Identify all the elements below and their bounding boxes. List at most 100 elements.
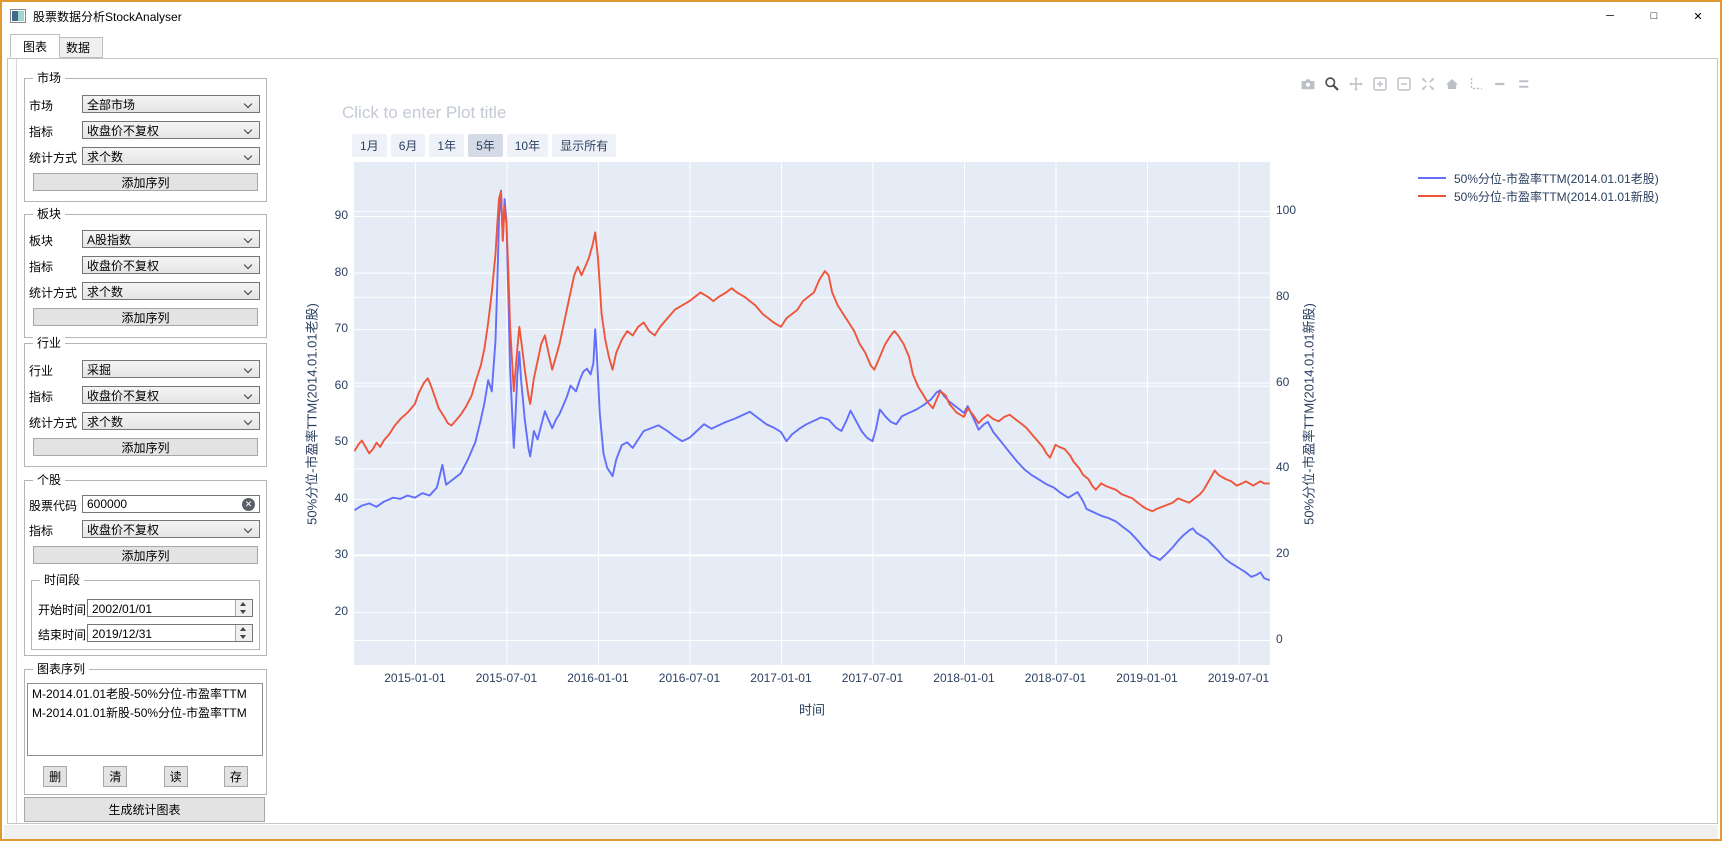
hover-compare-icon[interactable] <box>1515 75 1532 92</box>
sector-groupbox: 板块 板块 A股指数 指标 收盘价不复权 统计方式 求个数 添加序列 <box>24 207 267 338</box>
left-y-tick-label: 70 <box>334 321 348 336</box>
range-button-6month[interactable]: 6月 <box>390 134 426 157</box>
chevron-down-icon <box>244 287 253 296</box>
stock-add-series-button[interactable]: 添加序列 <box>33 546 258 564</box>
x-axis-title: 时间 <box>798 702 826 718</box>
generate-chart-button[interactable]: 生成统计图表 <box>24 797 265 822</box>
series-listbox[interactable]: M-2014.01.01老股-50%分位-市盈率TTM M-2014.01.01… <box>27 683 263 756</box>
plotly-modebar <box>1299 75 1532 92</box>
time-range-groupbox: 时间段 开始时间 2002/01/01 结束时间 2019/12/31 <box>31 573 260 650</box>
range-button-1month[interactable]: 1月 <box>352 134 387 157</box>
range-button-show-all[interactable]: 显示所有 <box>552 134 617 157</box>
read-series-button[interactable]: 读 <box>163 766 188 787</box>
market-label: 市场 <box>29 99 54 113</box>
plot-area[interactable] <box>354 162 1270 665</box>
sidebar-frame-line <box>16 59 17 823</box>
spin-up-icon[interactable] <box>236 625 252 633</box>
plot-title-placeholder[interactable]: Click to enter Plot title <box>342 103 507 122</box>
footer-strip <box>4 825 1718 839</box>
list-item[interactable]: M-2014.01.01老股-50%分位-市盈率TTM <box>32 687 247 701</box>
industry-add-series-button[interactable]: 添加序列 <box>33 438 258 456</box>
market-groupbox: 市场 市场 全部市场 指标 收盘价不复权 统计方式 求个数 添加序列 <box>24 71 267 202</box>
chevron-down-icon <box>244 391 253 400</box>
clear-icon[interactable]: ✕ <box>242 497 255 511</box>
series-list-groupbox: 图表序列 M-2014.01.01老股-50%分位-市盈率TTM M-2014.… <box>24 662 267 795</box>
spin-up-icon[interactable] <box>236 600 252 608</box>
maximize-button[interactable]: □ <box>1632 2 1676 30</box>
range-button-10year[interactable]: 10年 <box>506 134 549 157</box>
save-series-button[interactable]: 存 <box>223 766 248 787</box>
sector-indicator-select[interactable]: 收盘价不复权 <box>82 256 260 274</box>
zoom-icon[interactable] <box>1323 75 1340 92</box>
market-indicator-value: 收盘价不复权 <box>87 123 160 138</box>
stock-group-title: 个股 <box>33 473 66 487</box>
plot-legend: 50%分位-市盈率TTM(2014.01.01老股) 50%分位-市盈率TTM(… <box>1418 169 1659 205</box>
market-stat-select[interactable]: 求个数 <box>82 147 260 165</box>
app-icon <box>10 9 26 23</box>
right-y-tick-label: 60 <box>1276 374 1290 389</box>
spin-down-icon[interactable] <box>236 608 252 616</box>
chevron-down-icon <box>244 126 253 135</box>
legend-line-sample <box>1418 177 1446 179</box>
reset-axes-icon[interactable] <box>1443 75 1460 92</box>
delete-series-button[interactable]: 删 <box>43 766 68 787</box>
x-tick-label: 2016-01-01 <box>567 671 629 685</box>
hover-closest-icon[interactable] <box>1491 75 1508 92</box>
series-list-buttons: 删 清 读 存 <box>25 766 266 787</box>
zoom-in-icon[interactable] <box>1371 75 1388 92</box>
chevron-down-icon <box>244 525 253 534</box>
chevron-down-icon <box>244 152 253 161</box>
sector-add-series-button[interactable]: 添加序列 <box>33 308 258 326</box>
camera-icon[interactable] <box>1299 75 1316 92</box>
sector-select[interactable]: A股指数 <box>82 230 260 248</box>
chevron-down-icon <box>244 417 253 426</box>
tab-data[interactable]: 数据 <box>53 37 104 58</box>
window-title: 股票数据分析StockAnalyser <box>33 9 182 24</box>
list-item[interactable]: M-2014.01.01新股-50%分位-市盈率TTM <box>32 706 247 720</box>
industry-stat-select[interactable]: 求个数 <box>82 412 260 430</box>
close-button[interactable]: ✕ <box>1676 2 1720 30</box>
start-date-spinbox[interactable]: 2002/01/01 <box>87 599 253 617</box>
market-stat-value: 求个数 <box>87 149 124 164</box>
left-y-tick-label: 90 <box>334 208 348 223</box>
autoscale-icon[interactable] <box>1419 75 1436 92</box>
x-tick-label: 2016-07-01 <box>658 671 721 685</box>
range-button-5year[interactable]: 5年 <box>468 134 503 157</box>
indicator-label: 指标 <box>29 260 54 274</box>
spin-down-icon[interactable] <box>236 633 252 641</box>
right-y-tick-label: 40 <box>1276 460 1290 475</box>
legend-entry[interactable]: 50%分位-市盈率TTM(2014.01.01新股) <box>1418 187 1659 205</box>
stat-method-label: 统计方式 <box>29 151 78 165</box>
chevron-down-icon <box>244 235 253 244</box>
range-button-1year[interactable]: 1年 <box>429 134 465 157</box>
minimize-button[interactable]: ─ <box>1588 2 1632 30</box>
end-date-label: 结束时间 <box>38 628 87 642</box>
end-date-spinbox[interactable]: 2019/12/31 <box>87 624 253 642</box>
left-y-tick-label: 50 <box>334 434 348 449</box>
pan-icon[interactable] <box>1347 75 1364 92</box>
left-y-axis-title: 50%分位-市盈率TTM(2014.01.01老股) <box>304 303 320 525</box>
sector-label: 板块 <box>29 234 54 248</box>
industry-stat-value: 求个数 <box>87 414 124 429</box>
stock-code-input[interactable] <box>83 496 242 512</box>
clear-series-button[interactable]: 清 <box>103 766 128 787</box>
tab-chart[interactable]: 图表 <box>10 34 61 58</box>
spikelines-icon[interactable] <box>1467 75 1484 92</box>
chevron-down-icon <box>244 100 253 109</box>
zoom-out-icon[interactable] <box>1395 75 1412 92</box>
legend-entry[interactable]: 50%分位-市盈率TTM(2014.01.01老股) <box>1418 169 1659 187</box>
industry-indicator-select[interactable]: 收盘价不复权 <box>82 386 260 404</box>
indicator-label: 指标 <box>29 125 54 139</box>
series-line-1 <box>354 190 1270 513</box>
market-add-series-button[interactable]: 添加序列 <box>33 173 258 191</box>
sector-stat-select[interactable]: 求个数 <box>82 282 260 300</box>
market-select[interactable]: 全部市场 <box>82 95 260 113</box>
stock-indicator-select[interactable]: 收盘价不复权 <box>82 520 260 538</box>
sector-stat-value: 求个数 <box>87 284 124 299</box>
x-tick-label: 2017-07-01 <box>841 671 904 685</box>
indicator-label: 指标 <box>29 524 54 538</box>
market-indicator-select[interactable]: 收盘价不复权 <box>82 121 260 139</box>
industry-select[interactable]: 采掘 <box>82 360 260 378</box>
stat-method-label: 统计方式 <box>29 416 78 430</box>
